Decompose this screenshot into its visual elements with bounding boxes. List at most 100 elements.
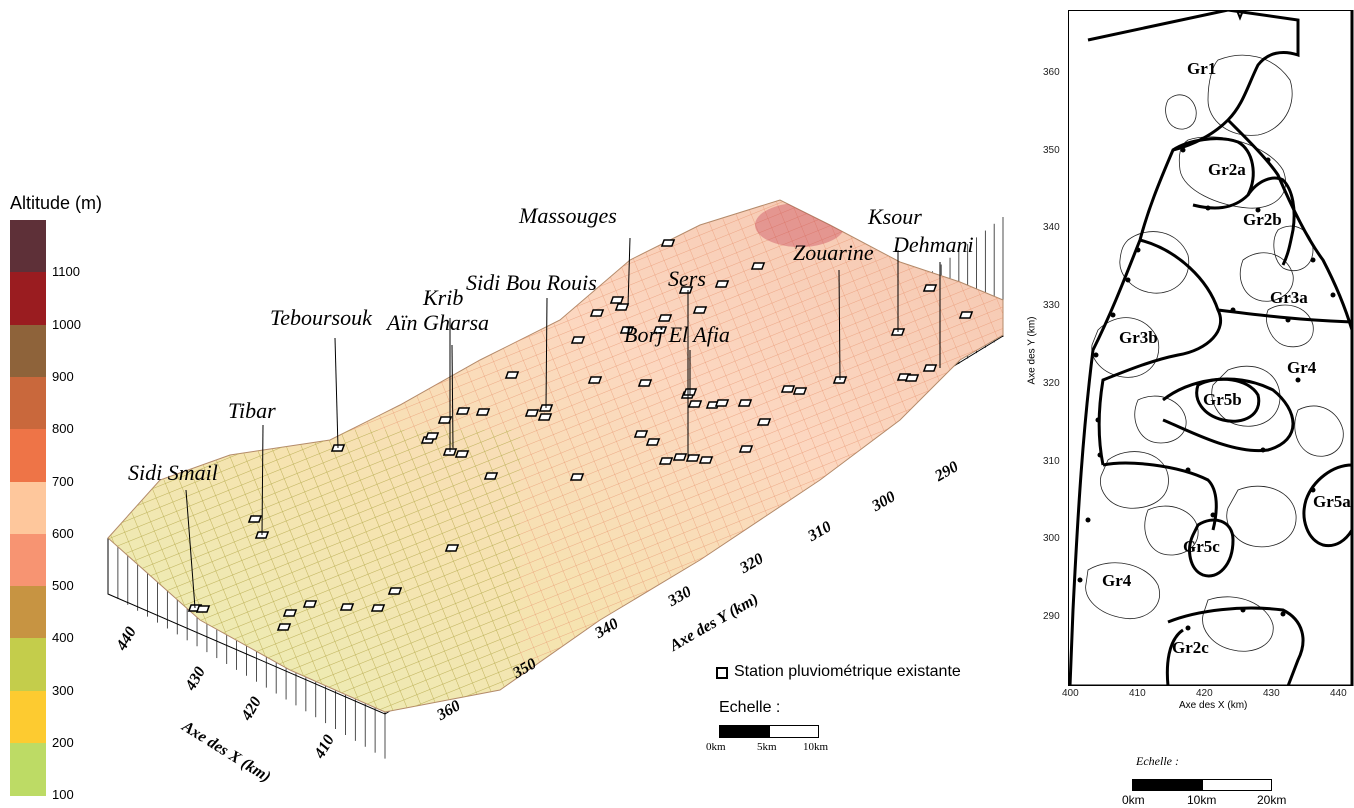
- station-marker: [609, 296, 625, 304]
- station-label-teboursouk: Teboursouk: [270, 305, 372, 330]
- legend-title: Altitude (m): [10, 193, 103, 213]
- map-x-tick-420: 420: [1196, 688, 1213, 699]
- legend-swatch-1: [10, 272, 46, 326]
- station-legend-label: Station pluviométrique existante: [734, 663, 961, 680]
- station-marker: [832, 376, 848, 384]
- station-marker: [678, 286, 694, 294]
- station-marker: [589, 309, 605, 317]
- station-marker: [652, 326, 668, 334]
- station-marker: [738, 445, 754, 453]
- station-marker: [958, 311, 974, 319]
- station-label-krib: Krib: [423, 285, 464, 310]
- map-x-tick-440: 440: [1330, 688, 1347, 699]
- map-group-gr1: Gr1: [1187, 59, 1217, 78]
- map-group-gr2b: Gr2b: [1243, 210, 1282, 229]
- scale-2-title: Echelle :: [1136, 754, 1179, 768]
- scale-1-label-0: 0km: [706, 741, 726, 753]
- station-label-tibar: Tibar: [228, 398, 276, 423]
- map-y-tick-330: 330: [1043, 300, 1060, 312]
- station-marker: [692, 306, 708, 314]
- station-marker: [637, 379, 653, 387]
- station-marker: [475, 408, 491, 416]
- map-y-tick-340: 340: [1043, 222, 1060, 234]
- legend-swatch-8: [10, 638, 46, 692]
- station-marker-legend-icon: [716, 667, 728, 679]
- scale-2-bar: [1132, 779, 1272, 791]
- station-marker: [569, 473, 585, 481]
- legend-tick-200: 200: [52, 735, 74, 750]
- station-marker: [570, 336, 586, 344]
- station-marker: [672, 453, 688, 461]
- map-group-gr2a: Gr2a: [1208, 160, 1246, 179]
- station-marker: [339, 603, 355, 611]
- station-marker: [247, 515, 263, 523]
- scale-2-label-0: 0km: [1122, 793, 1145, 807]
- legend-tick-1100: 1100: [52, 264, 80, 280]
- station-label-sidi-bou-rouis: Sidi Bou Rouis: [466, 270, 597, 295]
- map-x-axis-label: Axe des X (km): [1179, 700, 1248, 711]
- station-marker: [737, 399, 753, 407]
- station-marker: [660, 239, 676, 247]
- station-marker: [904, 374, 920, 382]
- station-markers: [187, 239, 974, 631]
- map-y-tick-360: 360: [1043, 67, 1060, 78]
- station-marker: [424, 432, 440, 440]
- scale-2-label-2: 20km: [1257, 793, 1287, 807]
- station-label-ksour: Ksour: [868, 204, 922, 229]
- legend-tick-100: 100: [52, 787, 74, 803]
- map-group-gr4-southwest: Gr4: [1102, 571, 1132, 590]
- station-marker: [645, 438, 661, 446]
- map-y-tick-310: 310: [1043, 455, 1060, 467]
- station-marker: [657, 314, 673, 322]
- map-group-gr2c: Gr2c: [1172, 638, 1209, 657]
- station-marker: [698, 456, 714, 464]
- station-label-zouarine: Zouarine: [793, 240, 874, 265]
- legend-swatch-0: [10, 220, 46, 273]
- station-label-sidi-smail: Sidi Smail: [128, 460, 218, 485]
- group-map: [1068, 10, 1354, 686]
- station-marker: [633, 430, 649, 438]
- scale-2-label-1: 10km: [1187, 793, 1217, 807]
- legend-tick-400: 400: [52, 630, 74, 646]
- station-marker: [619, 326, 635, 334]
- station-marker: [455, 407, 471, 415]
- map-group-gr4-east: Gr4: [1287, 358, 1317, 377]
- scale-1-label-1: 5km: [757, 741, 777, 753]
- station-marker: [537, 413, 553, 421]
- station-marker: [195, 605, 211, 613]
- station-marker: [444, 544, 460, 552]
- station-marker: [587, 376, 603, 384]
- station-marker: [687, 400, 703, 408]
- map-y-axis-label: Axe des Y (km): [1026, 316, 1038, 385]
- scale-1-label-2: 10km: [803, 741, 829, 753]
- station-marker: [276, 623, 292, 631]
- legend-tick-600: 600: [52, 525, 74, 541]
- legend-swatch-2: [10, 324, 46, 378]
- station-marker: [454, 450, 470, 458]
- legend-tick-700: 700: [52, 473, 74, 489]
- station-marker: [282, 609, 298, 617]
- station-marker: [714, 399, 730, 407]
- station-marker: [922, 284, 938, 292]
- legend-tick-900: 900: [52, 368, 74, 384]
- map-y-tick-300: 300: [1043, 533, 1060, 545]
- legend-swatch-3: [10, 376, 46, 430]
- map-group-gr5c: Gr5c: [1183, 537, 1220, 556]
- map-x-tick-400: 400: [1062, 688, 1079, 699]
- station-marker: [483, 472, 499, 480]
- legend-swatch-9: [10, 690, 46, 744]
- map-group-gr5b: Gr5b: [1203, 390, 1242, 409]
- map-y-tick-350: 350: [1043, 144, 1060, 156]
- station-marker: [330, 444, 346, 452]
- map-group-gr3a: Gr3a: [1270, 288, 1308, 307]
- station-marker: [685, 454, 701, 462]
- station-marker: [756, 418, 772, 426]
- station-marker: [504, 371, 520, 379]
- station-marker: [922, 364, 938, 372]
- scale-1-bar: [719, 725, 819, 738]
- legend-swatch-4: [10, 429, 46, 482]
- legend-tick-800: 800: [52, 421, 74, 437]
- map-y-tick-290: 290: [1043, 611, 1060, 622]
- station-marker: [658, 457, 674, 465]
- map-x-tick-410: 410: [1129, 688, 1146, 699]
